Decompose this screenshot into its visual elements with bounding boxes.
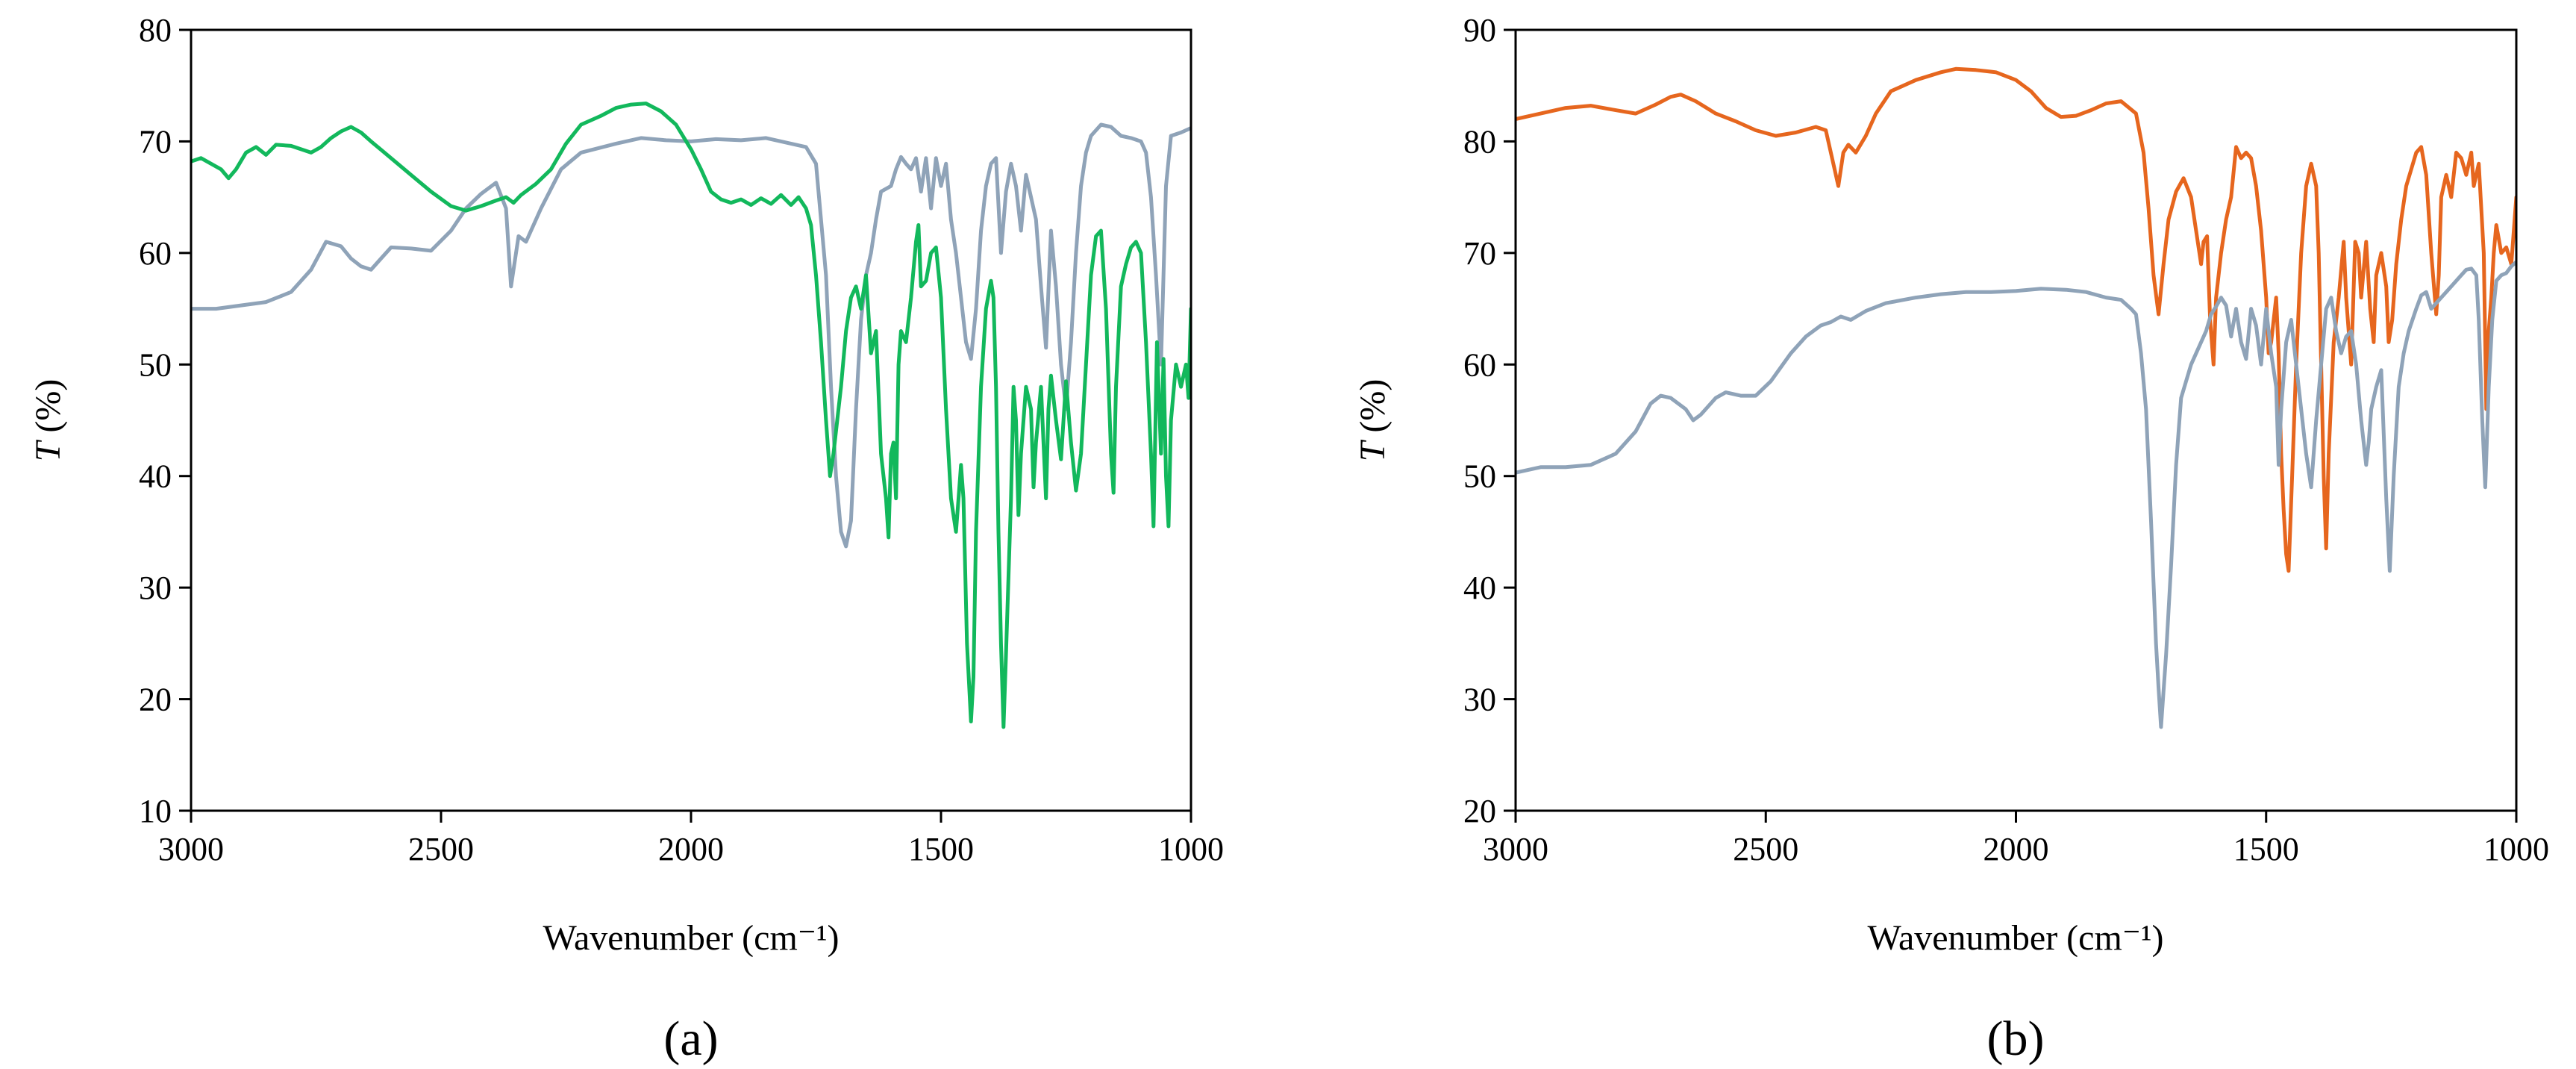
y-tick-label: 20 <box>139 682 172 718</box>
plot-frame <box>1514 28 2518 812</box>
y-tick-label: 50 <box>139 346 172 383</box>
panel-a: 10 20 30 40 50 60 70 80 3000 2500 2000 1500 1000 Wave… <box>28 12 1224 1066</box>
y-tick-label: 70 <box>1463 235 1496 272</box>
x-tick-label: 2000 <box>1983 831 2049 867</box>
x-tick-label: 2000 <box>658 831 724 867</box>
y-tick-label: 20 <box>1463 793 1496 829</box>
y-tick-label: 10 <box>139 793 172 829</box>
panel-b: 20 30 40 50 60 70 80 90 3000 2500 2000 1500 1000 Wave… <box>1353 12 2549 1066</box>
y-tick-label: 90 <box>1463 12 1496 49</box>
y-tick-label: 60 <box>1463 346 1496 383</box>
x-tick-label: 3000 <box>1483 831 1548 867</box>
x-axis-title: Wavenumber (cm⁻¹) <box>1867 918 2163 958</box>
y-axis-title: T (%) <box>28 379 68 462</box>
series-line-2 <box>1516 260 2516 729</box>
x-axis-title: Wavenumber (cm⁻¹) <box>543 918 839 958</box>
y-tick-label: 70 <box>139 123 172 160</box>
x-tick-label: 3000 <box>158 831 224 867</box>
y-tick-label: 40 <box>139 458 172 495</box>
y-tick-label: 60 <box>139 235 172 272</box>
panel-label: (b) <box>1987 1012 2045 1066</box>
series-line-1 <box>191 122 1191 549</box>
panel-label: (a) <box>663 1012 718 1066</box>
series-line-2 <box>191 102 1191 729</box>
y-axis-title: T (%) <box>1353 379 1392 462</box>
y-tick-label: 50 <box>1463 458 1496 495</box>
x-tick-label: 1500 <box>2233 831 2299 867</box>
y-tick-label: 80 <box>1463 123 1496 160</box>
y-tick-label: 40 <box>1463 570 1496 606</box>
y-tick-label: 30 <box>139 570 172 606</box>
x-tick-label: 1500 <box>908 831 974 867</box>
x-tick-label: 2500 <box>408 831 474 867</box>
series-line-1 <box>1516 66 2516 573</box>
y-tick-label: 80 <box>139 12 172 49</box>
y-tick-label: 30 <box>1463 682 1496 718</box>
x-tick-label: 1000 <box>2483 831 2549 867</box>
x-tick-label: 2500 <box>1733 831 1798 867</box>
x-tick-label: 1000 <box>1158 831 1224 867</box>
